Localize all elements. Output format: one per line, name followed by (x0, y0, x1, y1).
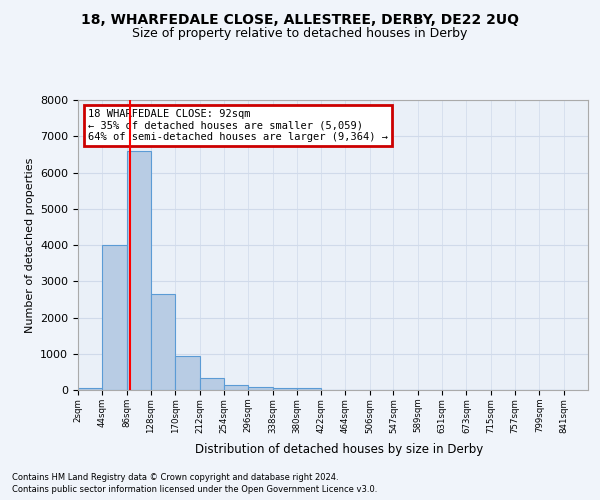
Text: Distribution of detached houses by size in Derby: Distribution of detached houses by size … (195, 442, 483, 456)
Bar (224, 386, 248, 390)
Bar (297, 388, 321, 390)
Bar (103, 245, 127, 390)
Y-axis label: Number of detached properties: Number of detached properties (25, 158, 35, 332)
Bar (272, 388, 297, 390)
Bar (200, 378, 224, 390)
Text: Size of property relative to detached houses in Derby: Size of property relative to detached ho… (133, 28, 467, 40)
Bar (127, 151, 151, 390)
Text: Contains HM Land Registry data © Crown copyright and database right 2024.: Contains HM Land Registry data © Crown c… (12, 472, 338, 482)
Bar (78, 388, 103, 390)
Text: Contains public sector information licensed under the Open Government Licence v3: Contains public sector information licen… (12, 485, 377, 494)
Bar (248, 386, 272, 390)
Text: 18 WHARFEDALE CLOSE: 92sqm
← 35% of detached houses are smaller (5,059)
64% of s: 18 WHARFEDALE CLOSE: 92sqm ← 35% of deta… (88, 108, 388, 142)
Bar (151, 294, 175, 390)
Text: 18, WHARFEDALE CLOSE, ALLESTREE, DERBY, DE22 2UQ: 18, WHARFEDALE CLOSE, ALLESTREE, DERBY, … (81, 12, 519, 26)
Bar (175, 356, 200, 390)
